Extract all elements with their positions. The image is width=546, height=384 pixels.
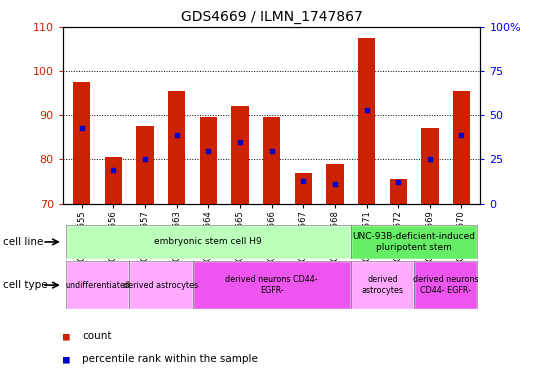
Bar [200,118,217,204]
Bar [129,261,193,309]
Title: GDS4669 / ILMN_1747867: GDS4669 / ILMN_1747867 [181,10,363,25]
Bar [421,128,438,204]
Text: derived neurons CD44-
EGFR-: derived neurons CD44- EGFR- [225,275,318,295]
Text: cell line: cell line [3,237,43,247]
Bar [193,261,351,309]
Text: UNC-93B-deficient-induced
pluripotent stem: UNC-93B-deficient-induced pluripotent st… [353,232,476,252]
Bar [66,225,351,259]
Bar [389,179,407,204]
Bar [168,91,186,204]
Text: percentile rank within the sample: percentile rank within the sample [82,354,258,364]
Bar [351,261,414,309]
Bar [453,91,470,204]
Bar [414,261,477,309]
Bar [105,157,122,204]
Bar [263,118,280,204]
Bar [73,82,91,204]
Bar [358,38,375,204]
Bar [295,173,312,204]
Text: derived astrocytes: derived astrocytes [123,281,198,290]
Text: cell type: cell type [3,280,48,290]
Text: count: count [82,331,111,341]
Text: ■: ■ [63,354,69,364]
Text: derived
astrocytes: derived astrocytes [361,275,403,295]
Text: derived neurons
CD44- EGFR-: derived neurons CD44- EGFR- [413,275,478,295]
Bar [326,164,343,204]
Bar [232,106,248,204]
Bar [66,261,129,309]
Text: embryonic stem cell H9: embryonic stem cell H9 [155,237,262,247]
Bar [136,126,154,204]
Text: ■: ■ [63,331,69,341]
Bar [351,225,477,259]
Text: undifferentiated: undifferentiated [65,281,130,290]
